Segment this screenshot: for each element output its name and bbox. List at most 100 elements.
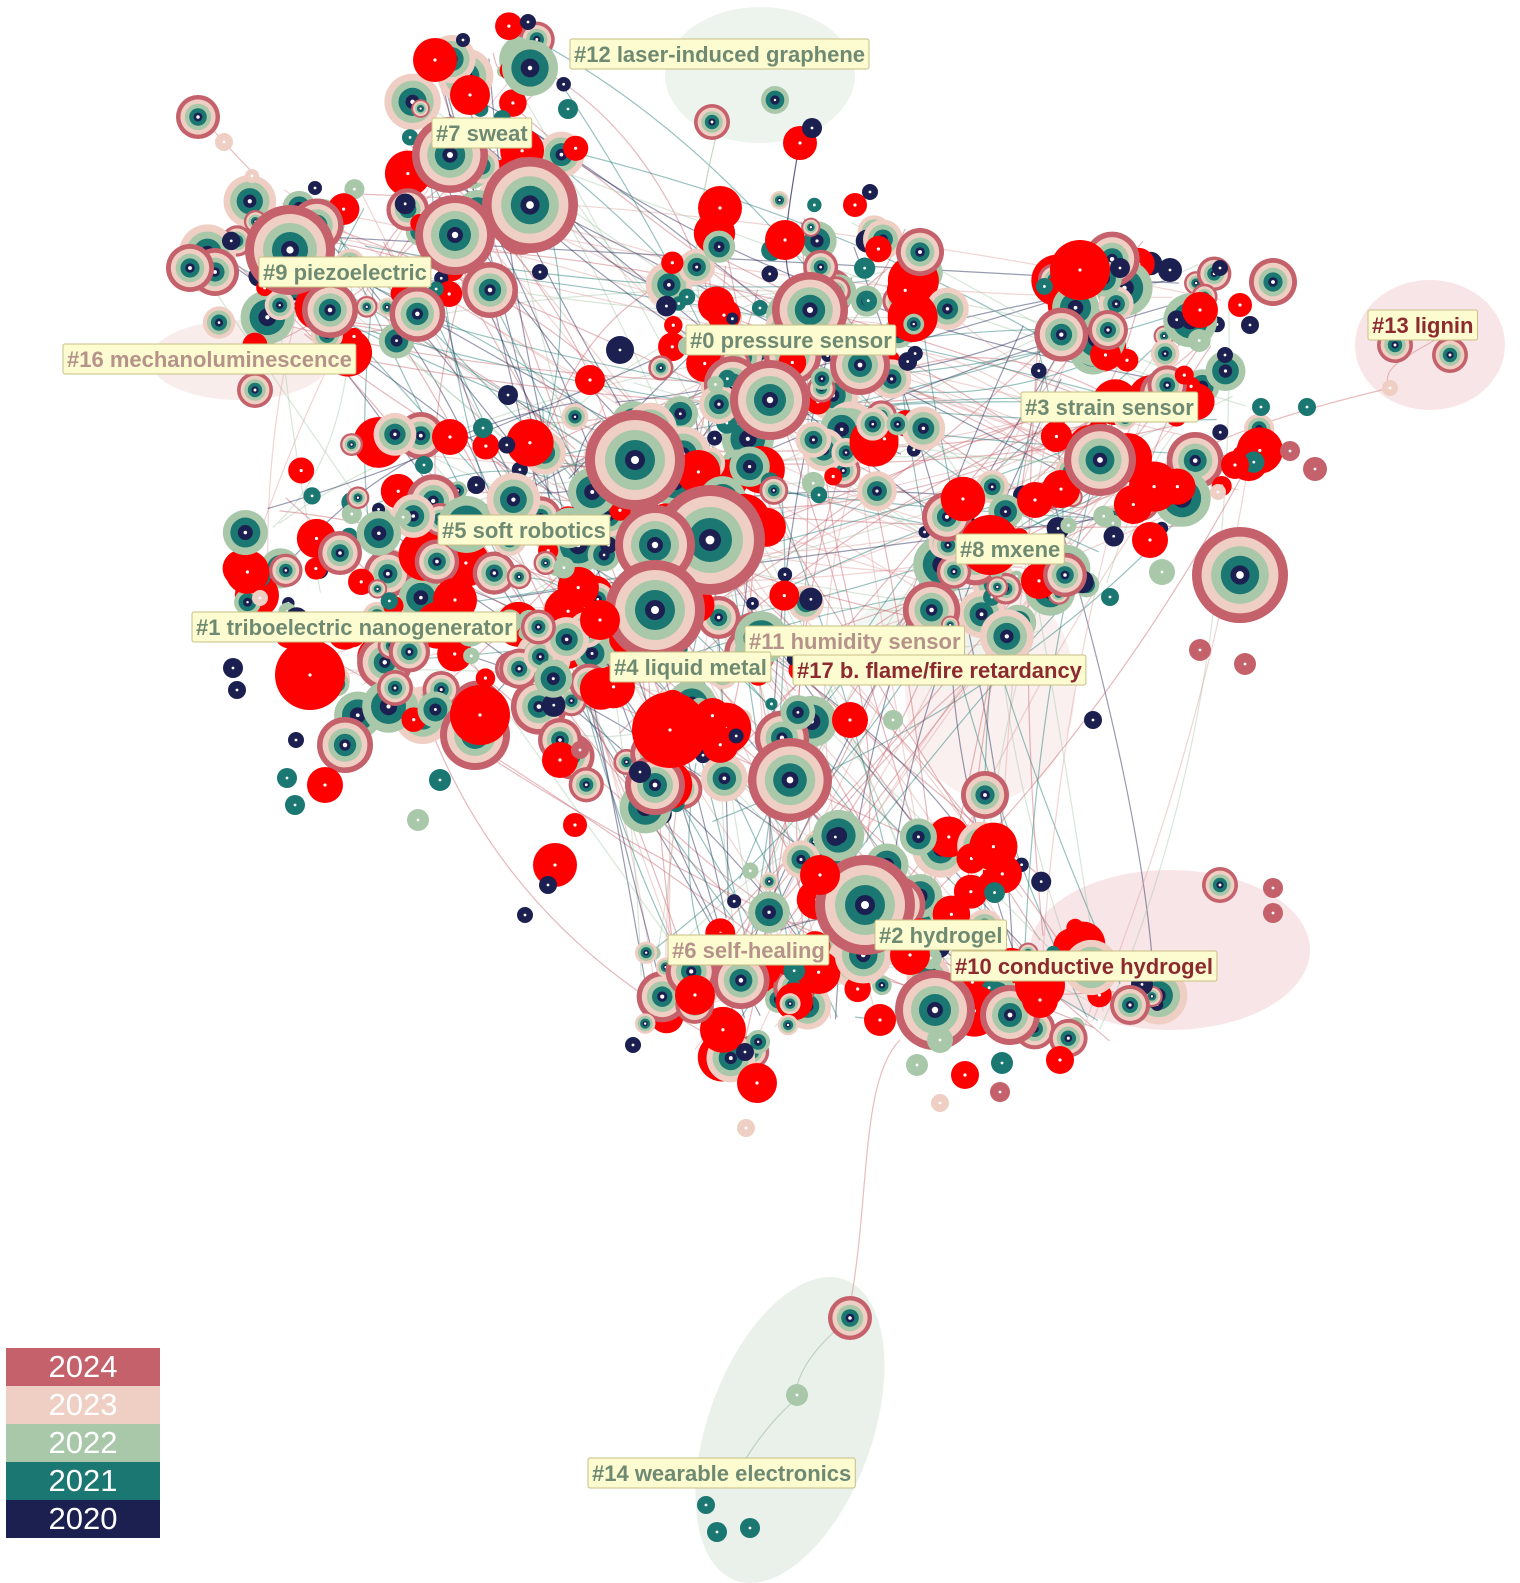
- node-center: [573, 415, 577, 419]
- node-center: [1004, 510, 1007, 514]
- node-center: [570, 699, 573, 703]
- citation-link: [615, 281, 1113, 403]
- node-center: [403, 202, 407, 206]
- node-center: [913, 352, 917, 355]
- legend-item-2021: 2021: [6, 1462, 160, 1500]
- node-center: [915, 1063, 919, 1067]
- cluster-label-text: #13 lignin: [1372, 313, 1473, 338]
- node-center: [387, 599, 391, 603]
- node-center: [481, 426, 485, 430]
- node-center: [929, 607, 934, 613]
- node-center: [611, 685, 616, 689]
- legend-year-label: 2022: [48, 1425, 118, 1460]
- reference-node: [355, 295, 378, 318]
- citation-link: [902, 393, 1088, 1018]
- node-center: [293, 803, 297, 807]
- year-legend: 2024 2023 2022 2021 2020: [6, 1348, 160, 1538]
- node-center: [738, 978, 744, 983]
- node-center: [342, 207, 346, 211]
- node-center: [1108, 595, 1112, 599]
- node-center: [773, 98, 777, 102]
- cluster-label-box: [431, 117, 533, 149]
- node-center: [1056, 526, 1060, 530]
- reference-node: [389, 285, 446, 342]
- node-center: [1054, 434, 1059, 439]
- node-center: [1271, 280, 1275, 284]
- node-center: [564, 637, 569, 642]
- node-center: [353, 187, 356, 191]
- node-center: [434, 287, 438, 291]
- node-center: [1066, 1036, 1070, 1040]
- reference-node: [810, 367, 833, 390]
- node-center: [1448, 353, 1452, 357]
- cluster-label-box: [62, 343, 357, 375]
- node-center: [408, 136, 412, 139]
- node-center: [438, 778, 442, 782]
- node-center: [716, 615, 721, 620]
- node-center: [284, 569, 288, 572]
- node-center: [717, 245, 721, 248]
- node-center: [1194, 281, 1198, 285]
- node-center: [247, 199, 252, 204]
- node-center: [538, 270, 542, 274]
- node-center: [625, 760, 628, 764]
- cluster-label-box: [258, 256, 432, 288]
- cluster-label-text: #5 soft robotics: [442, 518, 606, 543]
- node-center: [722, 313, 726, 317]
- node-center: [1258, 448, 1262, 453]
- reference-node: [779, 993, 801, 1015]
- node-center: [944, 514, 949, 519]
- node-center: [961, 497, 965, 501]
- cluster-label-box: [874, 919, 1007, 951]
- cluster-label-box: [1367, 309, 1478, 341]
- reference-node: [561, 403, 589, 431]
- node-center: [1004, 634, 1009, 639]
- legend-year-label: 2021: [48, 1463, 118, 1498]
- node-center: [602, 553, 606, 557]
- node-center: [963, 1073, 967, 1077]
- node-center: [767, 910, 771, 914]
- node-center: [815, 239, 819, 243]
- reference-node: [502, 40, 558, 96]
- reference-node: [264, 290, 295, 321]
- node-center: [536, 704, 542, 709]
- cluster-label-6: #6 self-healing: [667, 934, 830, 966]
- reference-node: [1202, 867, 1238, 903]
- cluster-label-text: #6 self-healing: [672, 938, 825, 963]
- node-center: [631, 1043, 635, 1047]
- citation-link: [1099, 302, 1230, 1030]
- node-center: [558, 758, 562, 762]
- node-center: [861, 901, 869, 909]
- node-center: [451, 231, 459, 239]
- node-center: [552, 703, 556, 707]
- node-center: [393, 686, 397, 690]
- node-center: [1192, 458, 1198, 463]
- node-center: [844, 451, 848, 454]
- reference-node: [506, 564, 532, 590]
- reference-node: [462, 262, 518, 318]
- legend-year-label: 2020: [48, 1501, 118, 1536]
- node-center: [923, 530, 926, 534]
- node-center: [1271, 886, 1275, 890]
- node-center: [229, 239, 233, 243]
- cluster-label-text: #10 conductive hydrogel: [955, 954, 1213, 979]
- cluster-label-13: #13 lignin: [1367, 309, 1478, 341]
- node-center: [1271, 911, 1275, 915]
- node-center: [863, 266, 867, 270]
- node-center: [1114, 302, 1118, 306]
- node-center: [377, 531, 381, 536]
- reference-node: [1192, 527, 1288, 623]
- reference-node: [269, 553, 303, 588]
- reference-node: [1064, 424, 1136, 496]
- node-center: [671, 323, 675, 327]
- cluster-label-2: #2 hydrogel: [874, 919, 1007, 951]
- cluster-label-box: [1020, 391, 1199, 423]
- node-center: [701, 753, 705, 757]
- node-center: [431, 498, 436, 504]
- node-center: [544, 561, 547, 565]
- legend-item-2023: 2023: [6, 1386, 160, 1424]
- reference-node: [222, 510, 268, 556]
- node-center: [382, 660, 387, 665]
- node-center: [537, 625, 540, 629]
